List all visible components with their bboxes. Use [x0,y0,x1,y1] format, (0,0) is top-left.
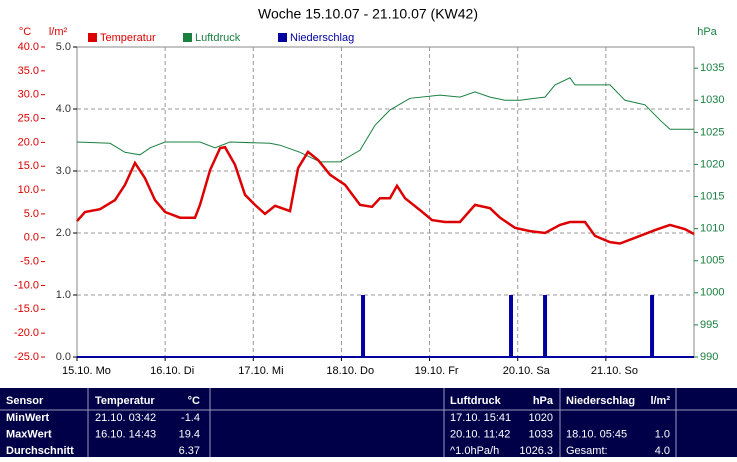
legend-swatch [183,33,192,42]
y-tick-label: 10.0 [18,184,39,196]
table-cell: MaxWert [6,428,52,440]
bar [509,295,514,357]
y-tick-label: 35.0 [18,65,39,77]
table-cell: Durchschnitt [6,445,74,457]
y3-tick-label: 4.0 [56,103,71,115]
table-cell: 16.10. 14:43 [95,428,156,440]
y2-axis-unit: hPa [697,26,717,38]
bar [361,295,366,357]
plot-area [76,46,695,358]
table-cell: 4.0 [655,445,670,457]
table-cell: 18.10. 05:45 [566,428,627,440]
table-cell: MinWert [6,412,50,424]
table-cell: 6.37 [179,445,200,457]
legend-swatch [88,33,97,42]
bar [650,295,655,357]
x-tick-label: 21.10. So [591,365,638,377]
y-tick-label: 40.0 [18,41,39,53]
y2-tick-label: 1005 [700,255,724,267]
table-header: Niederschlag [566,395,635,407]
legend-label: Luftdruck [195,32,241,44]
table-cell: 17.10. 15:41 [450,412,511,424]
table-background [0,388,737,457]
table-cell: 1033 [529,428,553,440]
y-tick-label: -15.0 [14,303,39,315]
table-cell: -1.4 [181,412,200,424]
y2-tick-label: 1025 [700,126,724,138]
x-tick-label: 17.10. Mi [238,365,283,377]
legend-label: Niederschlag [290,32,354,44]
y-tick-label: 20.0 [18,136,39,148]
y3-tick-label: 3.0 [56,165,71,177]
stats-table: Sensor Temperatur °C Luftdruck hPa Niederschl… [6,395,670,457]
y-tick-label: -10.0 [14,279,39,291]
table-cell: 1.0 [655,428,670,440]
y2-tick-label: 1015 [700,190,724,202]
y3-tick-label: 1.0 [56,289,71,301]
table-header: Sensor [6,395,44,407]
y2-tick-label: 1000 [700,287,724,299]
y2-tick-label: 1030 [700,94,724,106]
y-tick-label: 30.0 [18,89,39,101]
y-tick-label: -5.0 [20,256,39,268]
table-cell: Gesamt: [566,445,608,457]
y-tick-label: -20.0 [14,327,39,339]
x-tick-label: 15.10. Mo [62,365,111,377]
table-lines [0,388,737,457]
y-tick-label: 0.0 [24,232,39,244]
y2-tick-label: 1020 [700,158,724,170]
y3-tick-label: 5.0 [56,41,71,53]
y-tick-label: 5.0 [24,208,39,220]
y-tick-label: 25.0 [18,112,39,124]
table-cell: 19.4 [179,428,200,440]
x-tick-label: 18.10. Do [326,365,374,377]
table-header: Luftdruck [450,395,502,407]
legend-swatch [278,33,287,42]
series-line [76,145,695,245]
y3-axis-unit: l/m² [49,26,68,38]
y-tick-label: 15.0 [18,160,39,172]
series-line [76,77,694,163]
x-tick-label: 20.10. Sa [503,365,551,377]
y-axis-unit: °C [19,26,31,38]
y3-tick-label: 2.0 [56,227,71,239]
chart-title: Woche 15.10.07 - 21.10.07 (KW42) [258,6,478,22]
table-cell: 20.10. 11:42 [450,428,510,440]
legend-label: Temperatur [100,32,156,44]
table-cell: 1026.3 [519,445,553,457]
x-tick-label: 16.10. Di [150,365,194,377]
y-tick-label: -25.0 [14,351,39,363]
y2-tick-label: 995 [700,319,718,331]
y2-tick-label: 1035 [700,62,724,74]
table-cell: 1020 [529,412,553,424]
y3-tick-label: 0.0 [56,351,71,363]
table-cell: ^1.0hPa/h [450,445,499,457]
table-header: Temperatur [95,395,155,407]
table-header: hPa [533,395,554,407]
table-header: l/m² [650,395,670,407]
bar [543,295,548,357]
y2-tick-label: 1010 [700,223,724,235]
y2-tick-label: 990 [700,351,718,363]
table-cell: 21.10. 03:42 [95,412,156,424]
table-header: °C [188,395,200,407]
x-tick-label: 19.10. Fr [415,365,459,377]
